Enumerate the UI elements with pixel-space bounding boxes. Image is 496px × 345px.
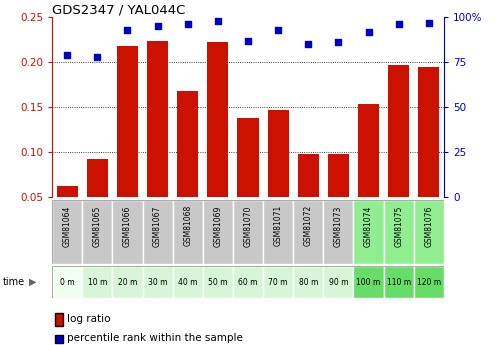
Text: 100 m: 100 m [357, 277, 381, 287]
Bar [142, 266, 173, 298]
Bar [52, 266, 82, 298]
Bar [383, 266, 414, 298]
Bar [263, 266, 293, 298]
Bar [203, 200, 233, 264]
Text: GSM81064: GSM81064 [62, 205, 71, 247]
Bar [418, 67, 439, 241]
Bar [173, 266, 203, 298]
Bar [82, 200, 113, 264]
Point [334, 40, 342, 45]
Bar [293, 266, 323, 298]
Bar [117, 46, 138, 242]
Bar [173, 200, 203, 264]
Point [274, 27, 282, 32]
Text: 0 m: 0 m [60, 277, 74, 287]
Point [63, 52, 71, 58]
Bar [414, 200, 444, 264]
Bar [323, 266, 354, 298]
Bar [238, 118, 258, 242]
Point [395, 22, 403, 27]
Text: GSM81067: GSM81067 [153, 205, 162, 247]
Bar [293, 200, 323, 264]
Bar [298, 154, 319, 242]
Bar [358, 104, 379, 241]
Text: 30 m: 30 m [148, 277, 167, 287]
Text: GSM81068: GSM81068 [183, 205, 192, 246]
Text: GSM81075: GSM81075 [394, 205, 403, 247]
Text: 90 m: 90 m [329, 277, 348, 287]
Text: GSM81069: GSM81069 [213, 205, 222, 247]
Text: GSM81072: GSM81072 [304, 205, 313, 246]
Point [154, 23, 162, 29]
Text: GDS2347 / YAL044C: GDS2347 / YAL044C [52, 3, 186, 16]
Point [93, 54, 101, 59]
Text: GSM81065: GSM81065 [93, 205, 102, 247]
Bar [142, 200, 173, 264]
Point [184, 22, 191, 27]
Bar [354, 266, 383, 298]
Point [124, 27, 131, 32]
Text: 50 m: 50 m [208, 277, 228, 287]
Bar [203, 266, 233, 298]
Point [425, 20, 433, 26]
Bar [388, 65, 409, 242]
Bar [323, 200, 354, 264]
Text: GSM81074: GSM81074 [364, 205, 373, 247]
Bar [233, 200, 263, 264]
Bar [233, 266, 263, 298]
Bar [177, 91, 198, 242]
Text: 10 m: 10 m [88, 277, 107, 287]
Bar [113, 200, 142, 264]
Text: 40 m: 40 m [178, 277, 197, 287]
Bar [147, 41, 168, 242]
Text: GSM81073: GSM81073 [334, 205, 343, 247]
Bar [52, 200, 82, 264]
Bar [383, 200, 414, 264]
Text: log ratio: log ratio [67, 314, 111, 324]
Text: GSM81076: GSM81076 [425, 205, 434, 247]
Bar [82, 266, 113, 298]
Bar [354, 200, 383, 264]
Bar [113, 266, 142, 298]
Text: 60 m: 60 m [238, 277, 258, 287]
Text: 80 m: 80 m [299, 277, 318, 287]
Bar [207, 42, 229, 242]
Text: 110 m: 110 m [387, 277, 411, 287]
Point [214, 18, 222, 23]
Text: GSM81066: GSM81066 [123, 205, 132, 247]
Point [244, 38, 252, 43]
Text: GSM81071: GSM81071 [274, 205, 283, 246]
Text: 120 m: 120 m [417, 277, 441, 287]
Text: percentile rank within the sample: percentile rank within the sample [67, 333, 243, 343]
Point [365, 29, 372, 34]
Text: ▶: ▶ [29, 277, 36, 287]
Bar [268, 110, 289, 242]
Bar [328, 155, 349, 242]
Bar [87, 159, 108, 242]
Text: 20 m: 20 m [118, 277, 137, 287]
Text: time: time [2, 277, 25, 287]
Text: GSM81070: GSM81070 [244, 205, 252, 247]
Bar [414, 266, 444, 298]
Bar [263, 200, 293, 264]
Text: 70 m: 70 m [268, 277, 288, 287]
Point [305, 41, 312, 47]
Bar [57, 186, 78, 242]
